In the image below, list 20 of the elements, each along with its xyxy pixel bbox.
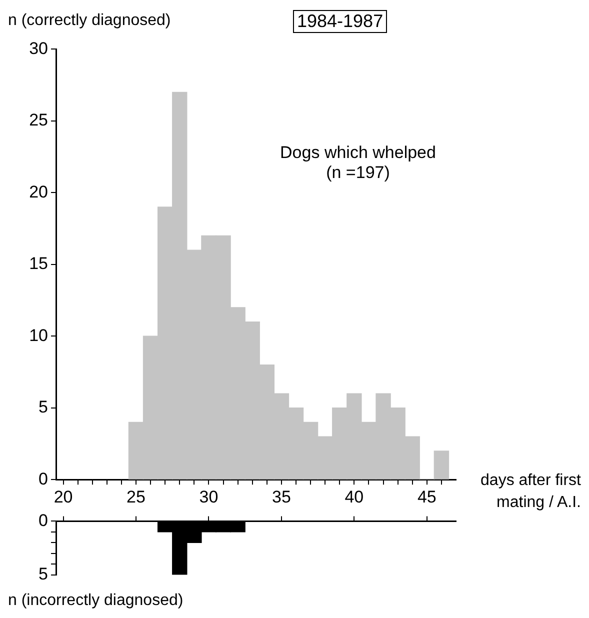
y-tick-label: 0 xyxy=(38,510,48,530)
x-tick-label: 25 xyxy=(126,487,146,506)
x-tick-label: 45 xyxy=(417,487,436,506)
y-tick-label: 30 xyxy=(29,38,48,58)
y-tick-label: 20 xyxy=(29,182,48,202)
y-tick-label: 5 xyxy=(38,564,48,584)
x-axis-title: days after first mating / A.I. xyxy=(480,471,581,513)
y-axis-title: n (incorrectly diagnosed) xyxy=(8,592,184,610)
y-tick-label: 0 xyxy=(38,469,48,488)
x-tick-label: 30 xyxy=(199,487,218,506)
annotation: Dogs which whelped (n =197) xyxy=(279,143,437,183)
y-axis-title: n (correctly diagnosed) xyxy=(8,12,171,30)
y-tick-label: 25 xyxy=(29,110,48,130)
x-tick-label: 20 xyxy=(54,487,73,506)
chart-title: 1984-1987 xyxy=(293,10,388,33)
y-tick-label: 10 xyxy=(29,326,48,345)
x-tick-label: 40 xyxy=(344,487,364,506)
x-tick-label: 35 xyxy=(272,487,291,506)
y-tick-label: 5 xyxy=(38,398,48,417)
y-tick-label: 15 xyxy=(29,254,48,274)
